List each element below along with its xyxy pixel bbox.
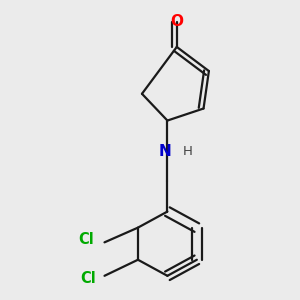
Text: Cl: Cl (81, 271, 96, 286)
Text: Cl: Cl (78, 232, 94, 247)
Text: H: H (182, 145, 192, 158)
Text: N: N (158, 144, 171, 159)
Text: O: O (170, 14, 183, 29)
